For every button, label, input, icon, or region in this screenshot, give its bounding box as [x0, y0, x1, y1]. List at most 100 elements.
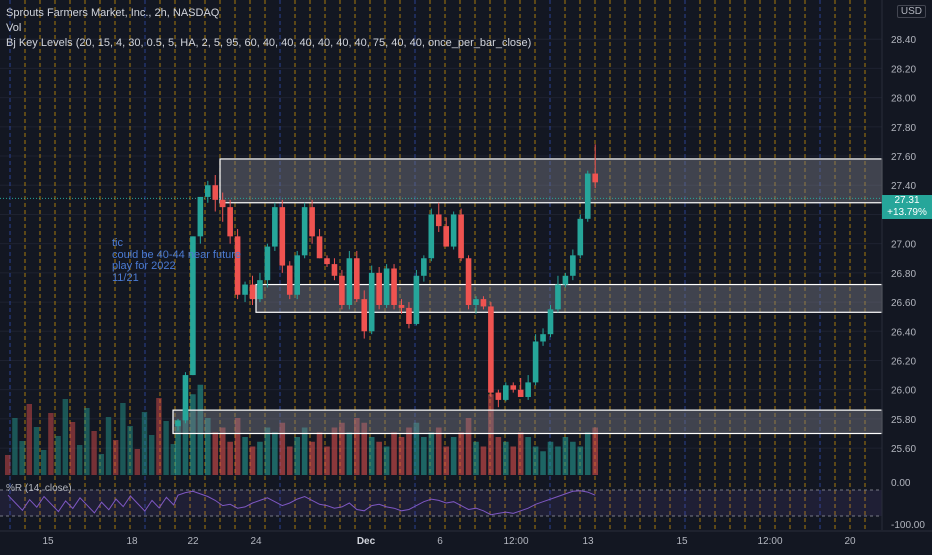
candle-body	[242, 284, 248, 295]
volume-bar	[69, 422, 76, 475]
volume-bar	[398, 437, 405, 475]
volume-bar	[120, 403, 126, 475]
volume-bar	[316, 432, 323, 475]
candle-body	[443, 226, 449, 247]
williams-r-pane	[0, 489, 882, 517]
candle-body	[406, 307, 412, 324]
volume-bar	[286, 446, 293, 475]
text-annotation[interactable]: tic could be 40-44 near future play for …	[112, 237, 241, 284]
candle-body	[264, 246, 271, 281]
volume-bar	[361, 422, 368, 475]
candle-body	[421, 258, 427, 276]
candle-body	[435, 214, 442, 227]
price-tick-label: 27.00	[891, 240, 916, 251]
volume-bar	[450, 437, 457, 475]
volume-bar	[249, 446, 256, 475]
time-axis[interactable]: 15 18 22 24 Dec 6 12:00 13 15 12:00 20	[0, 530, 932, 547]
volume-bar	[113, 440, 119, 475]
volume-bar	[219, 427, 226, 475]
candle-body	[346, 258, 353, 305]
price-tick-label: 28.00	[891, 94, 916, 105]
volume-bar	[458, 432, 464, 475]
volume-bar	[77, 445, 83, 475]
last-price-tag: 27.31 +13.79%	[882, 195, 932, 219]
candle-body	[570, 255, 576, 276]
volume-bar	[324, 446, 330, 475]
candle-body	[584, 173, 591, 219]
volume-bar	[55, 436, 61, 475]
price-axis[interactable]: 25.60 25.80 26.00 26.20 26.40 26.60 26.80 27.00…	[881, 0, 925, 531]
volume-bar	[525, 437, 531, 475]
volume-bar	[368, 437, 375, 475]
time-tick-label: 6	[437, 536, 443, 547]
candle-body	[465, 258, 472, 305]
volume-bar	[406, 427, 412, 475]
volume-bar	[480, 446, 487, 475]
last-price-change: +13.79%	[887, 207, 927, 218]
volume-label[interactable]: Vol	[6, 22, 22, 34]
candle-body	[361, 299, 368, 332]
price-tick-label: 25.60	[891, 444, 916, 455]
currency-button[interactable]: USD	[896, 5, 926, 18]
volume-bar	[242, 437, 248, 475]
volume-bar	[197, 384, 204, 475]
candle-body	[294, 255, 300, 295]
volume-bar	[170, 444, 176, 475]
volume-bar	[592, 427, 598, 475]
volume-bar	[33, 427, 40, 475]
price-tick-label: 27.80	[891, 123, 916, 134]
volume-bar	[134, 449, 140, 475]
candle-body	[480, 299, 487, 307]
volume-bar	[48, 413, 54, 475]
time-tick-label: 22	[187, 536, 199, 547]
candle-body	[383, 268, 390, 305]
volume-bar	[257, 441, 263, 475]
volume-bar	[91, 431, 97, 475]
volume-bar	[309, 441, 315, 475]
volume-bar	[510, 446, 517, 475]
candle-body	[577, 218, 584, 256]
volume-bar	[205, 418, 211, 475]
time-tick-label: 18	[126, 536, 138, 547]
oscillator-label[interactable]: %R (14, close)	[6, 483, 72, 494]
candle-body	[212, 185, 219, 200]
symbol-title[interactable]: Sprouts Farmers Market, Inc., 2h, NASDAQ	[6, 7, 220, 19]
price-tick-label: 26.00	[891, 386, 916, 397]
candle-body	[391, 268, 397, 305]
volume-bars	[5, 384, 598, 475]
price-tick-label: 27.60	[891, 152, 916, 163]
candle-body	[376, 272, 382, 305]
volume-bar	[234, 418, 241, 475]
candle-body	[331, 264, 338, 276]
price-tick-label: 26.20	[891, 356, 916, 367]
price-tick-label: 27.40	[891, 181, 916, 192]
grid-lines	[0, 38, 882, 449]
price-tick-label: 26.40	[891, 327, 916, 338]
price-tick-label: 28.20	[891, 64, 916, 75]
candle-body	[234, 236, 241, 295]
candle-body	[197, 196, 204, 237]
candle-body	[279, 207, 286, 266]
volume-bar	[182, 408, 189, 475]
time-tick-label: 15	[42, 536, 54, 547]
candle-body	[309, 207, 315, 237]
volume-bar	[331, 427, 338, 475]
volume-bar	[272, 432, 278, 475]
volume-bar	[5, 455, 11, 475]
candle-body	[592, 173, 598, 183]
candle-body	[503, 385, 509, 400]
candle-body	[547, 309, 554, 335]
volume-bar	[127, 426, 133, 475]
candle-body	[517, 389, 524, 397]
chart-legend: Sprouts Farmers Market, Inc., 2h, NASDAQ…	[6, 6, 531, 51]
volume-bar	[383, 446, 390, 475]
volume-bar	[212, 432, 219, 475]
indicator-label[interactable]: Bj Key Levels (20, 15, 4, 30, 0.5, 5, HA…	[6, 37, 532, 49]
candle-body	[219, 199, 226, 208]
volume-bar	[547, 441, 554, 475]
candle-body	[562, 275, 569, 285]
volume-bar	[12, 418, 18, 475]
volume-bar	[41, 450, 47, 475]
